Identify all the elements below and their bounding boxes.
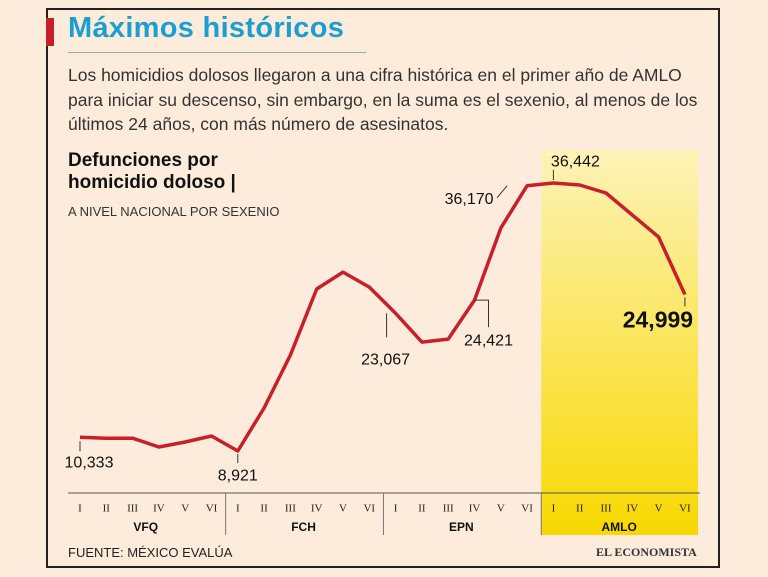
x-tick-label: V <box>339 503 347 515</box>
source: FUENTE: MÉXICO EVALÚA <box>68 545 233 560</box>
x-tick-label: IV <box>626 503 638 515</box>
chart-subtitle: A NIVEL NACIONAL POR SEXENIO <box>68 204 280 219</box>
highlight-band <box>541 150 699 535</box>
value-label: 36,170 <box>445 191 494 208</box>
x-tick-label: IV <box>469 503 481 515</box>
title-marker <box>46 18 54 46</box>
x-tick-label: V <box>655 503 663 515</box>
value-label: 8,921 <box>218 467 258 484</box>
x-tick-label: II <box>418 503 426 515</box>
frame <box>46 8 720 568</box>
group-label: VFQ <box>133 520 158 534</box>
x-tick-label: III <box>443 503 454 515</box>
brand: EL ECONOMISTA <box>596 545 697 559</box>
subtitle: Los homicidios dolosos llegaron a una ci… <box>68 65 698 134</box>
x-tick-label: IV <box>311 503 323 515</box>
title-rule <box>68 52 366 53</box>
x-tick-label: VI <box>363 503 375 515</box>
x-tick-label: III <box>285 503 296 515</box>
group-label: AMLO <box>601 520 636 534</box>
data-line <box>79 181 687 453</box>
x-tick-label: V <box>181 503 189 515</box>
x-tick-label: III <box>127 503 138 515</box>
x-tick-label: I <box>394 503 398 515</box>
x-tick-label: II <box>260 503 268 515</box>
leader-line <box>496 185 508 199</box>
x-tick-label: VI <box>679 503 691 515</box>
x-tick-label: V <box>497 503 505 515</box>
x-tick-label: I <box>236 503 240 515</box>
value-label: 24,421 <box>464 332 513 349</box>
value-label: 36,442 <box>551 153 600 170</box>
x-tick-label: IV <box>153 503 165 515</box>
group-label: EPN <box>449 520 474 534</box>
value-label: 10,333 <box>65 455 114 472</box>
x-tick-label: III <box>601 503 612 515</box>
x-tick-label: I <box>78 503 82 515</box>
x-tick-label: II <box>103 503 111 515</box>
x-tick-label: I <box>552 503 556 515</box>
chart-title: Defunciones por homicidio doloso | <box>68 150 236 193</box>
leader-line <box>474 299 489 328</box>
group-label: FCH <box>291 520 316 534</box>
value-label: 24,999 <box>623 307 693 333</box>
x-tick-label: II <box>576 503 584 515</box>
value-label: 23,067 <box>361 352 410 369</box>
title: Máximos históricos <box>68 12 345 44</box>
x-tick-label: VI <box>206 503 218 515</box>
x-tick-label: VI <box>521 503 533 515</box>
